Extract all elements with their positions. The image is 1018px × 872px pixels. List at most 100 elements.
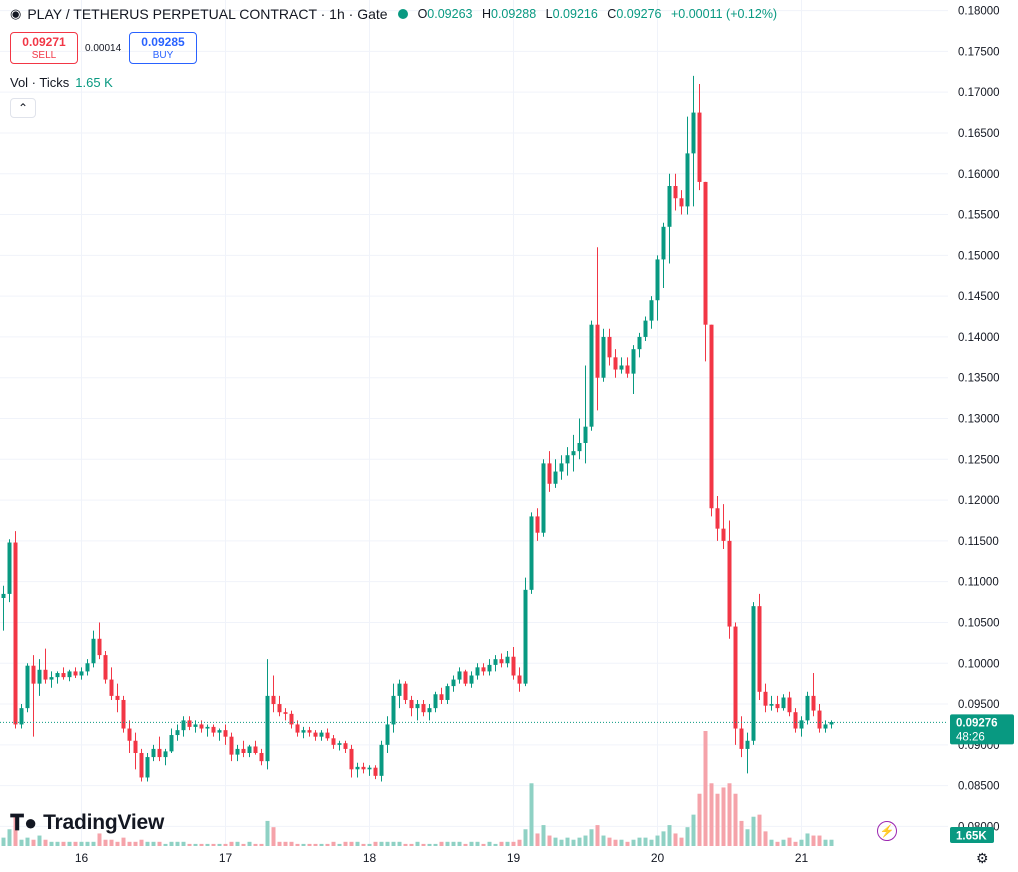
candle-body — [235, 748, 240, 755]
candle-body — [391, 695, 396, 725]
candle-body — [655, 259, 660, 301]
price-tick-label: 0.12500 — [958, 454, 1000, 466]
volume-bar — [775, 841, 780, 846]
volume-bar — [649, 839, 654, 846]
time-scale[interactable]: 16 17 18 19 20 21 — [0, 846, 948, 872]
price-tick-label: 0.17500 — [958, 46, 1000, 58]
volume-bar — [301, 843, 306, 846]
candle-body — [277, 704, 282, 713]
candle-body — [541, 463, 546, 533]
volume-bar — [349, 841, 354, 846]
volume-bar — [205, 843, 210, 846]
price-tick-label: 0.16500 — [958, 128, 1000, 140]
price-tick-label: 0.15500 — [958, 210, 1000, 222]
settings-gear-icon[interactable]: ⚙ — [976, 850, 989, 866]
volume-bar — [331, 841, 336, 846]
volume-bar — [817, 835, 822, 846]
candle-body — [85, 663, 90, 672]
candle-body — [211, 726, 216, 733]
last-price-tag: 0.09276 48:26 — [950, 714, 1014, 745]
volume-bar — [151, 841, 156, 846]
candle-body — [121, 699, 126, 729]
candle-body — [487, 664, 492, 672]
volume-bar — [559, 839, 564, 846]
volume-bar — [661, 831, 666, 846]
candle-body — [601, 336, 606, 378]
candle-body — [493, 659, 498, 665]
volume-bar — [697, 793, 702, 846]
buy-button[interactable]: 0.09285 BUY — [129, 32, 197, 64]
candle-body — [511, 656, 516, 676]
candle-body — [43, 669, 48, 680]
volume-bar — [37, 835, 42, 846]
candle-body — [169, 735, 174, 752]
high-value: 0.09288 — [491, 7, 537, 21]
volume-bar — [457, 841, 462, 846]
volume-bar — [61, 841, 66, 846]
volume-bar — [295, 843, 300, 846]
volume-bar — [541, 825, 546, 846]
volume-bar — [811, 835, 816, 846]
candle-body — [535, 516, 540, 533]
candle-body — [589, 324, 594, 427]
volume-value: 1.65 K — [75, 75, 113, 90]
volume-bar — [607, 837, 612, 846]
candle-body — [457, 671, 462, 680]
price-scale[interactable]: 0.080000.085000.090000.095000.100000.105… — [948, 0, 1018, 846]
volume-bar — [727, 783, 732, 846]
candle-body — [685, 153, 690, 207]
volume-bar — [259, 843, 264, 846]
candle-body — [289, 713, 294, 725]
volume-bar — [499, 841, 504, 846]
candle-body — [679, 198, 684, 207]
collapse-legend-button[interactable]: ⌃ — [10, 98, 36, 118]
candle-body — [61, 673, 66, 678]
candle-body — [355, 766, 360, 770]
candle-body — [733, 626, 738, 729]
candle-body — [379, 744, 384, 776]
sell-label: SELL — [31, 50, 57, 61]
symbol-title[interactable]: PLAY / TETHERUS PERPETUAL CONTRACT · 1h … — [27, 6, 388, 22]
candle-body — [1, 593, 6, 598]
spread-value: 0.00014 — [85, 43, 122, 54]
candle-body — [397, 683, 402, 696]
volume-bar — [439, 841, 444, 846]
volume-bar — [211, 843, 216, 846]
volume-bar — [67, 841, 72, 846]
candle-body — [91, 638, 96, 664]
sell-button[interactable]: 0.09271 SELL — [10, 32, 78, 64]
open-value: 0.09263 — [427, 7, 473, 21]
chart-area[interactable] — [0, 0, 948, 846]
candle-body — [775, 704, 780, 709]
candle-body — [709, 324, 714, 509]
volume-bar — [481, 843, 486, 846]
candle-body — [265, 695, 270, 762]
volume-bar — [619, 839, 624, 846]
price-tick-label: 0.10500 — [958, 617, 1000, 629]
eye-icon[interactable]: ◉ — [10, 6, 22, 21]
volume-bar — [487, 841, 492, 846]
candle-body — [787, 697, 792, 713]
volume-legend[interactable]: Vol · Ticks 1.65 K — [10, 75, 113, 90]
candle-body — [217, 730, 222, 733]
lightning-icon[interactable]: ⚡ — [877, 821, 897, 841]
volume-bar — [805, 833, 810, 846]
candle-body — [343, 743, 348, 749]
candle-body — [139, 752, 144, 778]
candle-body — [739, 728, 744, 749]
volume-bar — [235, 841, 240, 846]
candle-series — [1, 75, 834, 782]
candle-body — [133, 740, 138, 753]
volume-bar — [271, 827, 276, 846]
volume-bar — [415, 841, 420, 846]
candle-body — [757, 606, 762, 692]
candle-body — [175, 730, 180, 736]
candle-body — [307, 730, 312, 733]
time-tick-label: 21 — [795, 851, 809, 865]
volume-bar — [121, 837, 126, 846]
tradingview-logo[interactable]: 𝐓● TradingView — [10, 810, 164, 836]
candle-body — [631, 349, 636, 374]
candle-body — [727, 540, 732, 627]
candle-body — [127, 728, 132, 741]
time-tick-label: 20 — [651, 851, 665, 865]
